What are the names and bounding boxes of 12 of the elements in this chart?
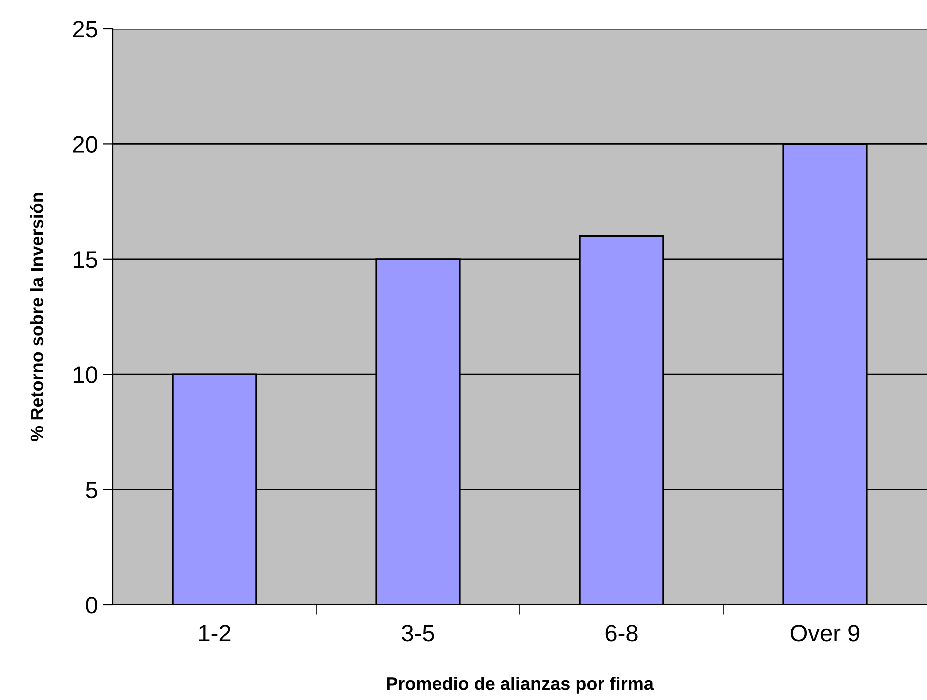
y-tick-label: 15 (74, 252, 98, 268)
x-tick-label: 3-5 (402, 625, 434, 642)
y-tick-label: 10 (74, 366, 98, 384)
x-tick-label: Over 9 (790, 625, 860, 642)
y-tick-label: 5 (86, 482, 98, 499)
x-tick-label: 6-8 (606, 625, 638, 642)
y-axis-title: % Retorno sobre la Inversión (30, 193, 44, 442)
x-axis-title: Promedio de alianzas por firma (387, 677, 654, 694)
y-tick-label: 0 (86, 597, 98, 614)
x-tick-label: 1-2 (199, 625, 231, 642)
y-tick-label: 25 (73, 21, 98, 38)
y-tick-label: 20 (73, 136, 98, 153)
